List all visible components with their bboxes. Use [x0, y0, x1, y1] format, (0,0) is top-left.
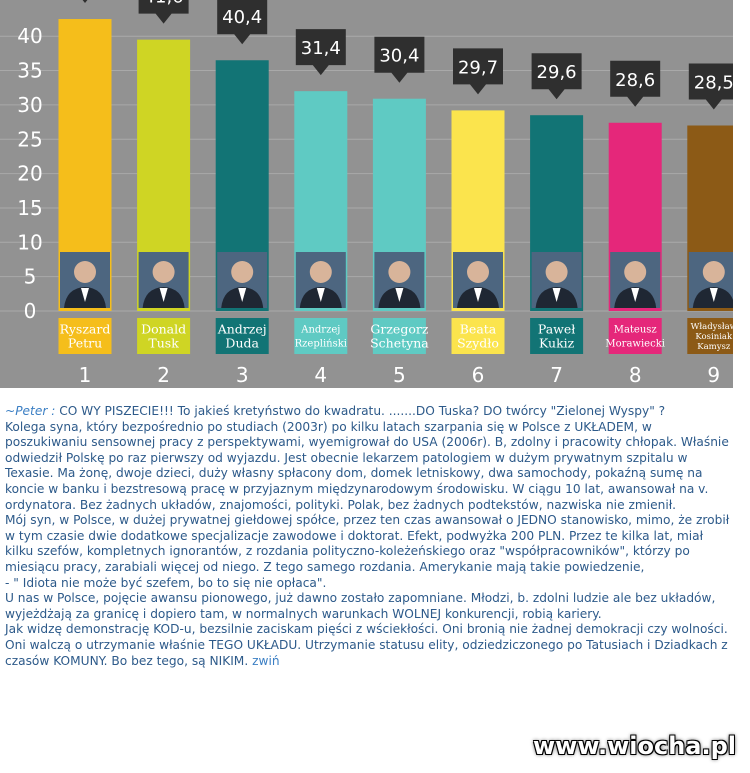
- y-tick-label: 40: [17, 24, 42, 48]
- comment-line: CO WY PISZECIE!!! To jakieś kretyństwo d…: [59, 404, 666, 418]
- watermark: www.wiocha.pl: [532, 732, 736, 760]
- value-callout: [453, 48, 503, 95]
- rank-label: 8: [629, 363, 642, 387]
- y-tick-label: 15: [17, 196, 42, 220]
- value-label: 30,4: [379, 46, 419, 67]
- value-callout: [138, 0, 189, 24]
- value-callout: [531, 53, 582, 100]
- comment-line: Jak widzę demonstrację KOD-u, bezsilnie …: [5, 622, 728, 668]
- portrait-icon: [688, 252, 733, 308]
- comment-line: Mój syn, w Polsce, w dużej prywatnej gie…: [5, 513, 730, 574]
- name-label-text: Andrzej: [217, 321, 267, 336]
- portrait-icon: [374, 252, 425, 308]
- name-label-box: [608, 318, 662, 354]
- y-tick-label: 20: [17, 162, 42, 186]
- comment-last-line: Jak widzę demonstrację KOD-u, bezsilnie …: [5, 622, 733, 669]
- y-tick-label: 10: [17, 230, 42, 254]
- value-callout: [610, 60, 661, 107]
- portrait-icon: [217, 252, 268, 308]
- value-label: 29,6: [537, 62, 577, 83]
- name-label-text: Grzegorz: [370, 321, 428, 336]
- rank-label: 9: [707, 363, 720, 387]
- name-label-text: Tusk: [148, 335, 179, 350]
- name-label-text: Donald: [141, 321, 186, 336]
- portrait-icon: [295, 252, 346, 308]
- y-tick-label: 5: [24, 265, 37, 289]
- value-label: 41,6: [144, 0, 184, 8]
- collapse-link[interactable]: zwiń: [252, 653, 280, 668]
- name-label-text: Kosiniak: [695, 332, 733, 342]
- y-tick-label: 25: [17, 127, 42, 151]
- name-label-box: [530, 318, 584, 354]
- name-label-text: Władysław: [691, 322, 733, 332]
- name-label-text: Kamysz: [697, 342, 731, 352]
- name-label-text: Szydło: [457, 335, 499, 350]
- bar-chart: 0510152025303540RyszardPetru1DonaldTusk2…: [0, 0, 733, 387]
- name-label-box: [58, 318, 112, 354]
- name-label-box: [137, 318, 191, 354]
- value-callout: [688, 63, 733, 110]
- name-label-box: [687, 318, 733, 354]
- value-callout: [295, 29, 346, 76]
- portrait-icon: [60, 252, 110, 308]
- name-label-text: Petru: [68, 335, 102, 350]
- name-label-box: [451, 318, 505, 354]
- name-label-text: Schetyna: [370, 335, 429, 350]
- value-label: 40,4: [222, 7, 262, 28]
- name-label-text: Beata: [460, 321, 497, 336]
- value-callout: [374, 36, 425, 83]
- rank-label: 5: [393, 363, 406, 387]
- portrait-icon: [138, 252, 189, 308]
- rank-label: 3: [236, 363, 249, 387]
- rank-label: 2: [157, 363, 170, 387]
- comment-author[interactable]: ~Peter :: [5, 404, 56, 418]
- name-label-text: Kukiz: [539, 335, 575, 350]
- rank-label: 6: [472, 363, 485, 387]
- value-callout: [217, 0, 268, 45]
- portrait-icon: [453, 252, 503, 308]
- value-label: 28,5: [694, 73, 733, 94]
- name-label-text: Mateusz: [614, 325, 657, 336]
- y-tick-label: 30: [17, 93, 42, 117]
- rank-label: 4: [314, 363, 327, 387]
- portrait-icon: [531, 252, 582, 308]
- name-label-box: [215, 318, 269, 354]
- portrait-icon: [610, 252, 661, 308]
- name-label-text: Rzepliński: [295, 339, 347, 350]
- name-label-text: Andrzej: [300, 325, 340, 336]
- comment-line: Kolega syna, który bezpośrednio po studi…: [5, 419, 729, 512]
- comment-line: U nas w Polsce, pojęcie awansu pionowego…: [5, 591, 716, 621]
- comment-first-line: ~Peter : CO WY PISZECIE!!! To jakieś kre…: [5, 404, 733, 420]
- y-tick-label: 0: [24, 299, 37, 323]
- name-label-text: Ryszard: [60, 321, 111, 336]
- name-label-box: [294, 318, 348, 354]
- rank-label: 7: [550, 363, 563, 387]
- value-callout: [82, 0, 88, 4]
- name-label-text: Paweł: [538, 321, 575, 336]
- rank-label: 1: [79, 363, 92, 387]
- y-tick-label: 35: [17, 59, 42, 83]
- name-label-text: Morawiecki: [605, 339, 665, 350]
- value-label: 29,7: [458, 57, 498, 78]
- name-label-text: Duda: [225, 335, 259, 350]
- chart-panel: 0 5 10 15 20 25 30 35 40 Ryszard Petru 1 Donald Tusk 2…: [0, 0, 733, 388]
- comment: ~Peter : CO WY PISZECIE!!! To jakieś kre…: [5, 404, 733, 669]
- name-label-box: [372, 318, 426, 354]
- value-label: 28,6: [615, 70, 655, 91]
- comment-line: - " Idiota nie może być szefem, bo to si…: [5, 575, 327, 590]
- value-label: 31,4: [301, 38, 341, 59]
